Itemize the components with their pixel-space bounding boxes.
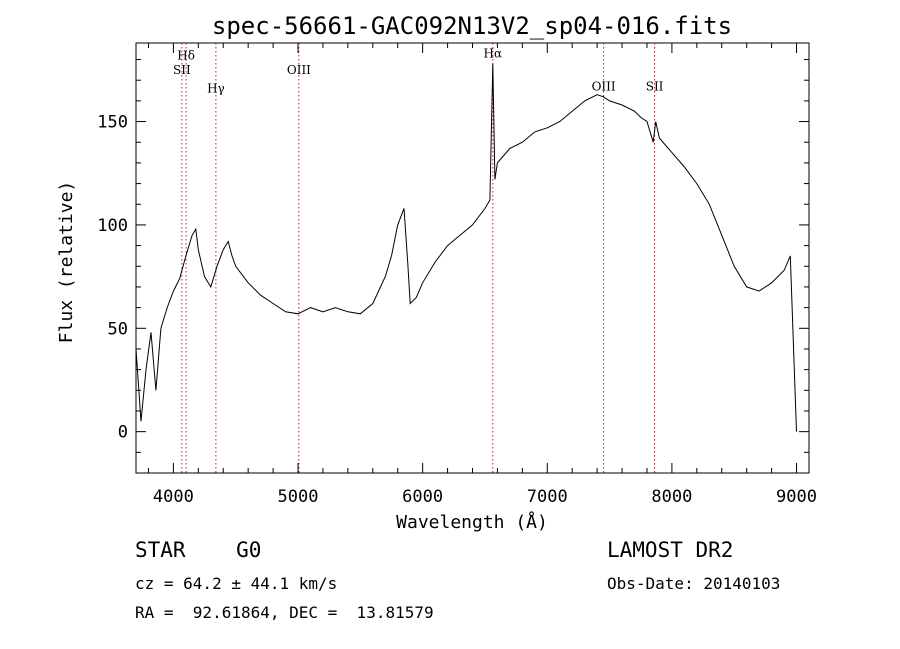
- y-tick-label: 150: [97, 113, 128, 133]
- y-tick-label: 50: [108, 319, 128, 339]
- emission-line-label: Hδ: [177, 49, 195, 63]
- y-tick-label: 100: [97, 216, 128, 236]
- survey-name: LAMOST DR2: [607, 538, 734, 562]
- y-tick-label: 0: [118, 423, 128, 443]
- spectrum-plot: spec-56661-GAC092N13V2_sp04-016.fits HδS…: [56, 12, 817, 533]
- redshift-cz: cz = 64.2 ± 44.1 km/s: [135, 574, 338, 593]
- emission-line-label: OIII: [287, 63, 311, 77]
- x-tick-label: 5000: [278, 487, 319, 507]
- emission-line-label: Hγ: [207, 82, 225, 96]
- chart-title: spec-56661-GAC092N13V2_sp04-016.fits: [212, 12, 732, 40]
- plot-frame: [135, 42, 810, 474]
- observation-date: Obs-Date: 20140103: [607, 574, 781, 593]
- x-tick-label: 4000: [153, 487, 194, 507]
- x-tick-label: 8000: [651, 487, 692, 507]
- axis-ticks: 4000 5000 6000 7000 8000 9000 0 50 100 150: [97, 43, 817, 507]
- x-tick-label: 6000: [402, 487, 443, 507]
- object-class: STAR G0: [135, 538, 262, 562]
- x-axis-label: Wavelength (Å): [396, 511, 548, 533]
- emission-line-label: Hα: [484, 46, 503, 60]
- coordinates-ra-dec: RA = 92.61864, DEC = 13.81579: [135, 603, 434, 622]
- y-axis-label: Flux (relative): [56, 181, 77, 344]
- x-tick-label: 9000: [776, 487, 817, 507]
- x-tick-label: 7000: [527, 487, 568, 507]
- spectrum-line: [135, 63, 797, 432]
- emission-line-label: SII: [646, 80, 664, 94]
- emission-line-label: SII: [173, 63, 191, 77]
- emission-line-label: OIII: [592, 80, 616, 94]
